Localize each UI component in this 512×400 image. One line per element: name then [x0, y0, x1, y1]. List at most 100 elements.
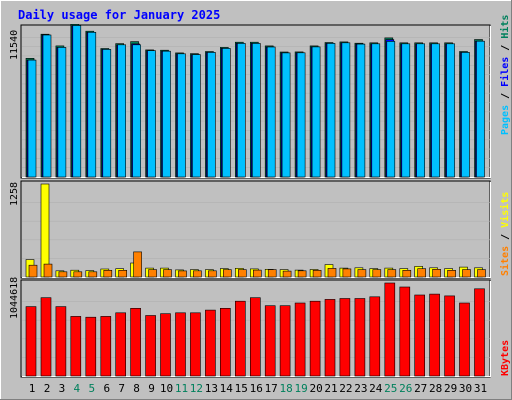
- bar-pages-day-29: [446, 43, 455, 178]
- bar-kbytes-day-12: [190, 312, 201, 377]
- bar-kbytes-day-6: [100, 316, 112, 377]
- day-label-31: 31: [474, 382, 487, 395]
- day-label-10: 10: [160, 382, 173, 395]
- day-label-20: 20: [309, 382, 322, 395]
- bar-kbytes-day-21: [324, 299, 336, 377]
- bottom-right-legend: KBytes: [500, 340, 511, 376]
- bar-pages-day-30: [461, 52, 470, 178]
- bar-kbytes-day-20: [309, 300, 321, 377]
- day-label-7: 7: [118, 382, 125, 395]
- bar-pages-day-31: [476, 40, 485, 178]
- bar-sites-day-31: [477, 269, 486, 278]
- day-label-19: 19: [294, 382, 307, 395]
- bar-sites-day-17: [267, 269, 277, 278]
- bar-kbytes-day-28: [429, 293, 440, 377]
- bar-kbytes-day-29: [444, 295, 455, 377]
- bar-kbytes-day-1: [25, 306, 37, 377]
- bar-sites-day-9: [148, 269, 157, 278]
- bar-pages-day-6: [102, 49, 112, 178]
- day-label-22: 22: [339, 382, 352, 395]
- bar-kbytes-day-17: [264, 305, 276, 377]
- middle-right-legend: Sites / Visits: [499, 192, 511, 276]
- bar-sites-day-30: [462, 269, 471, 278]
- bars: [25, 23, 486, 377]
- bar-pages-day-22: [341, 42, 351, 178]
- bar-sites-day-2: [43, 263, 53, 278]
- bar-sites-day-15: [238, 269, 247, 278]
- bar-kbytes-day-22: [339, 298, 351, 377]
- day-label-8: 8: [133, 382, 140, 395]
- bar-pages-day-27: [416, 43, 426, 178]
- legend-pages: Pages: [500, 105, 511, 135]
- bar-pages-day-24: [371, 43, 381, 178]
- day-label-16: 16: [250, 382, 263, 395]
- bar-sites-day-25: [387, 269, 397, 278]
- bar-sites-day-4: [73, 271, 83, 278]
- bar-sites-day-6: [103, 269, 113, 278]
- day-label-15: 15: [235, 382, 248, 395]
- day-label-3: 3: [59, 382, 66, 395]
- legend-kbytes: KBytes: [500, 340, 511, 376]
- legend-visits: Visits: [499, 192, 511, 228]
- bar-kbytes-day-3: [55, 306, 67, 377]
- bar-pages-day-21: [326, 43, 336, 178]
- day-label-29: 29: [444, 382, 457, 395]
- day-label-5: 5: [88, 382, 95, 395]
- bar-sites-day-11: [178, 270, 187, 278]
- bar-kbytes-day-18: [279, 305, 291, 377]
- bar-sites-day-14: [223, 269, 232, 278]
- bar-pages-day-28: [431, 43, 440, 178]
- legend-hits: Hits: [499, 15, 511, 39]
- day-label-2: 2: [44, 382, 51, 395]
- bar-pages-day-12: [192, 54, 201, 178]
- bar-pages-day-8: [132, 44, 141, 178]
- day-label-30: 30: [459, 382, 472, 395]
- bar-kbytes-day-24: [369, 296, 381, 377]
- bar-pages-day-23: [356, 43, 366, 178]
- bar-kbytes-day-25: [384, 282, 396, 377]
- bar-pages-day-25: [386, 41, 396, 178]
- panel-frames: [20, 24, 491, 378]
- bar-kbytes-day-9: [145, 315, 156, 377]
- day-label-24: 24: [369, 382, 383, 395]
- bar-visits-day-2: [40, 183, 50, 278]
- bar-pages-day-26: [401, 43, 411, 178]
- bar-sites-day-5: [88, 271, 98, 278]
- bar-sites-day-26: [402, 269, 412, 278]
- bar-kbytes-day-15: [235, 300, 246, 377]
- bar-sites-day-22: [342, 268, 352, 278]
- bar-sites-day-12: [193, 270, 202, 278]
- bar-sites-day-16: [253, 269, 262, 278]
- bar-sites-day-29: [447, 269, 456, 278]
- day-label-27: 27: [414, 382, 427, 395]
- top-right-legend: Pages / Files / Hits: [499, 15, 511, 135]
- bar-pages-day-17: [266, 46, 276, 178]
- legend-files: Files: [499, 57, 511, 87]
- bottom-ymax-label: 1044618: [9, 277, 20, 319]
- middle-ymax-label: 1258: [9, 182, 20, 206]
- legend-sep-1: /: [500, 87, 511, 105]
- bar-kbytes-day-10: [160, 313, 171, 377]
- bar-pages-day-10: [162, 50, 171, 178]
- bar-sites-day-20: [312, 269, 322, 278]
- bar-kbytes-day-4: [70, 316, 82, 377]
- bar-kbytes-day-27: [414, 294, 426, 377]
- bar-pages-day-5: [87, 31, 97, 178]
- day-label-1: 1: [29, 382, 36, 395]
- bar-pages-day-13: [207, 52, 216, 178]
- bar-sites-day-28: [432, 268, 441, 278]
- bar-kbytes-day-2: [40, 297, 52, 377]
- bar-pages-day-16: [252, 43, 261, 178]
- bar-kbytes-day-19: [294, 302, 306, 377]
- bar-kbytes-day-31: [474, 288, 485, 377]
- bar-sites-day-23: [357, 269, 367, 278]
- day-label-6: 6: [103, 382, 110, 395]
- day-label-18: 18: [279, 382, 292, 395]
- bar-pages-day-14: [222, 48, 231, 178]
- bar-kbytes-day-11: [175, 312, 186, 377]
- bar-pages-day-3: [57, 47, 67, 178]
- legend-sep-2: /: [500, 39, 511, 57]
- bar-sites-day-3: [58, 271, 68, 278]
- bar-sites-day-13: [208, 270, 217, 278]
